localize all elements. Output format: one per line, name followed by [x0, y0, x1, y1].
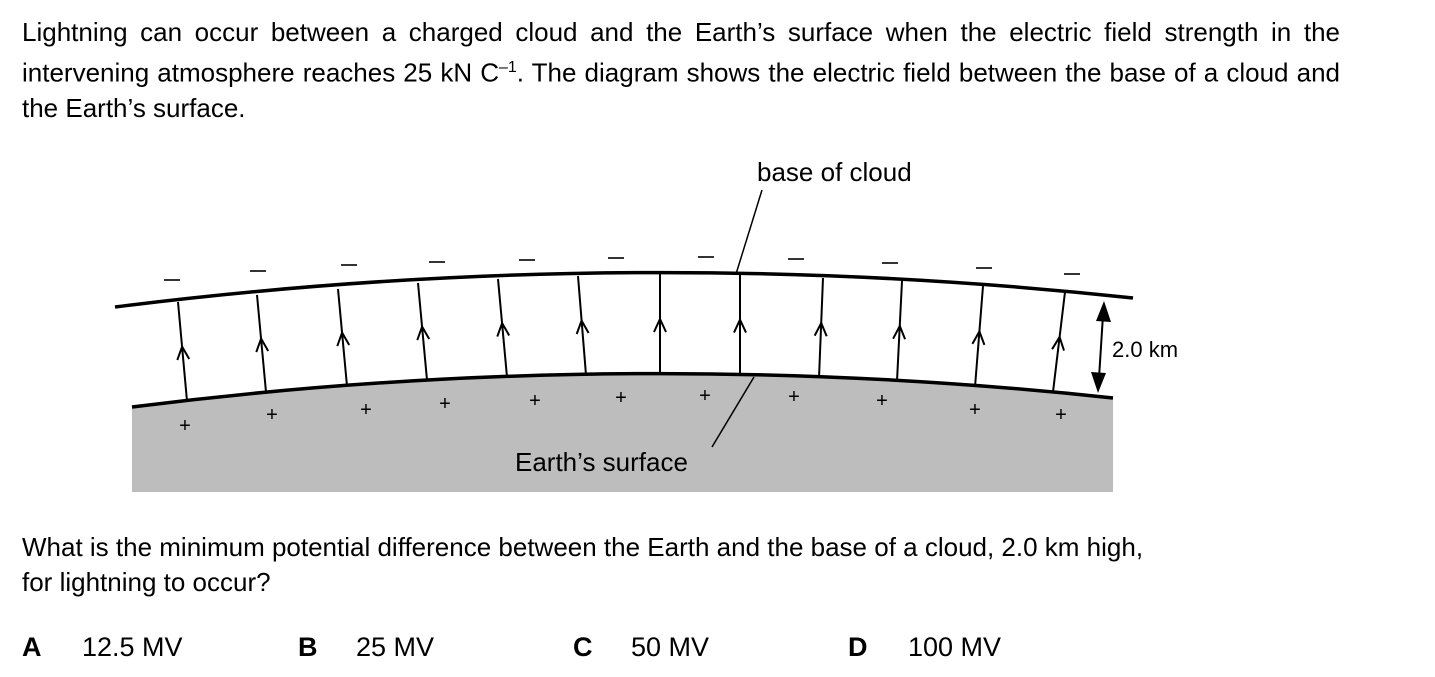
field-arrowhead: [496, 320, 511, 337]
surface-charges: + + + + + + + + + + +: [179, 385, 1067, 437]
height-dimension-arrow: [1091, 301, 1111, 393]
field-arrowhead: [255, 336, 270, 353]
positive-charge-sign: +: [1055, 404, 1067, 426]
prompt-line-2: for lightning to occur?: [22, 567, 271, 597]
field-lines: [176, 274, 1066, 402]
cloud-label-leader: [735, 189, 763, 275]
cloud-base-line: [114, 270, 1134, 309]
option-c-value: 50 MV: [631, 632, 710, 662]
field-line: [496, 278, 511, 378]
field-line: [733, 275, 747, 374]
question-prompt: What is the minimum potential difference…: [22, 530, 1342, 600]
option-a-letter: A: [22, 632, 42, 662]
option-d-letter: D: [848, 632, 868, 662]
surface-label: Earth’s surface: [515, 447, 688, 477]
positive-charge-sign: +: [615, 387, 627, 409]
question-intro: Lightning can occur between a charged cl…: [22, 15, 1340, 126]
field-arrowhead: [1051, 334, 1065, 351]
positive-charge-sign: +: [699, 385, 711, 407]
field-arrowhead: [336, 330, 351, 347]
option-a-value: 12.5 MV: [82, 632, 183, 662]
field-line: [176, 301, 191, 402]
surface-label-leader: [711, 376, 755, 448]
field-arrowhead: [733, 317, 747, 334]
intro-text-2: . The diagram shows the electric field b…: [22, 57, 1340, 123]
positive-charge-sign: +: [179, 415, 191, 437]
option-d-value: 100 MV: [908, 632, 1002, 662]
field-arrowhead: [813, 320, 828, 337]
cloud-charges: [164, 256, 1080, 281]
field-line: [416, 282, 431, 381]
field-line: [255, 294, 270, 393]
positive-charge-sign: +: [788, 386, 800, 408]
field-line: [653, 274, 667, 374]
field-diagram: + + + + + + + + + + + base of cloud Earth’s surfac…: [114, 157, 1178, 492]
option-b-value: 25 MV: [356, 632, 435, 662]
height-arrowhead-top: [1096, 301, 1111, 322]
field-arrowhead: [416, 324, 431, 341]
option-c-letter: C: [573, 632, 593, 662]
positive-charge-sign: +: [876, 390, 888, 412]
intro-text-1: Lightning can occur between a charged cl…: [22, 17, 1340, 88]
cloud-label: base of cloud: [757, 157, 912, 187]
positive-charge-sign: +: [360, 399, 372, 421]
field-line: [892, 280, 907, 382]
field-arrowhead: [575, 318, 590, 335]
field-arrowhead: [971, 329, 986, 346]
intro-exponent: –1: [498, 59, 517, 76]
field-line: [575, 275, 590, 376]
positive-charge-sign: +: [266, 404, 278, 426]
height-label: 2.0 km: [1112, 337, 1178, 362]
positive-charge-sign: +: [529, 390, 541, 412]
field-line: [971, 285, 986, 388]
field-arrowhead: [892, 323, 907, 340]
field-line: [336, 288, 351, 387]
earth-surface-line: [131, 371, 1114, 409]
option-b-letter: B: [298, 632, 318, 662]
height-arrowhead-bottom: [1091, 372, 1106, 393]
field-arrowhead: [653, 316, 667, 333]
positive-charge-sign: +: [969, 399, 981, 421]
field-arrowhead: [176, 344, 191, 361]
earth-ground: [132, 373, 1113, 492]
field-line: [1051, 291, 1066, 393]
positive-charge-sign: +: [439, 393, 451, 415]
prompt-line-1: What is the minimum potential difference…: [22, 532, 1144, 562]
field-line: [813, 277, 828, 379]
